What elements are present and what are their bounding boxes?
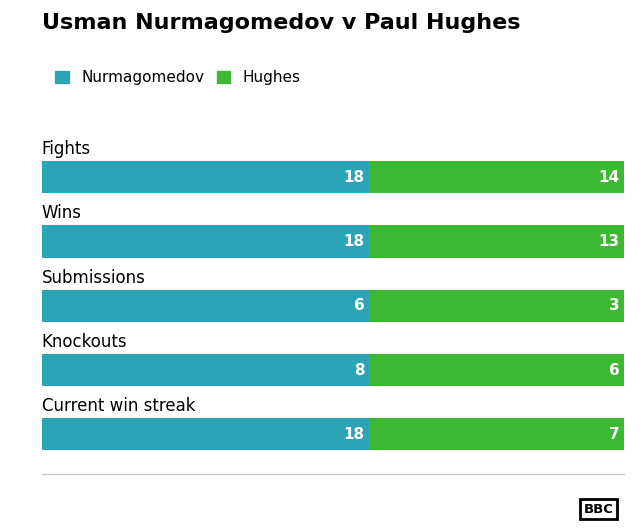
Bar	[369, 354, 624, 386]
Bar	[369, 418, 624, 450]
Bar	[369, 225, 624, 258]
Text: BBC: BBC	[584, 503, 613, 516]
Text: 8: 8	[354, 362, 365, 378]
Text: 18: 18	[344, 234, 365, 249]
Text: Fights: Fights	[42, 140, 91, 158]
Text: 13: 13	[598, 234, 620, 249]
Bar	[42, 418, 369, 450]
Text: 3: 3	[609, 298, 620, 313]
Text: 18: 18	[344, 427, 365, 442]
Text: Submissions: Submissions	[42, 269, 145, 287]
Text: Wins: Wins	[42, 204, 82, 222]
Bar	[42, 354, 369, 386]
Text: Knockouts: Knockouts	[42, 333, 127, 351]
Text: 6: 6	[354, 298, 365, 313]
Bar	[369, 290, 624, 322]
Bar	[42, 290, 369, 322]
Text: 14: 14	[598, 170, 620, 185]
Text: Usman Nurmagomedov v Paul Hughes: Usman Nurmagomedov v Paul Hughes	[42, 13, 520, 33]
Bar	[42, 225, 369, 258]
Legend: Nurmagomedov, Hughes: Nurmagomedov, Hughes	[49, 64, 307, 92]
Text: 7: 7	[609, 427, 620, 442]
Text: 18: 18	[344, 170, 365, 185]
Bar	[42, 161, 369, 193]
Text: Current win streak: Current win streak	[42, 397, 195, 415]
Text: 6: 6	[609, 362, 620, 378]
Bar	[369, 161, 624, 193]
